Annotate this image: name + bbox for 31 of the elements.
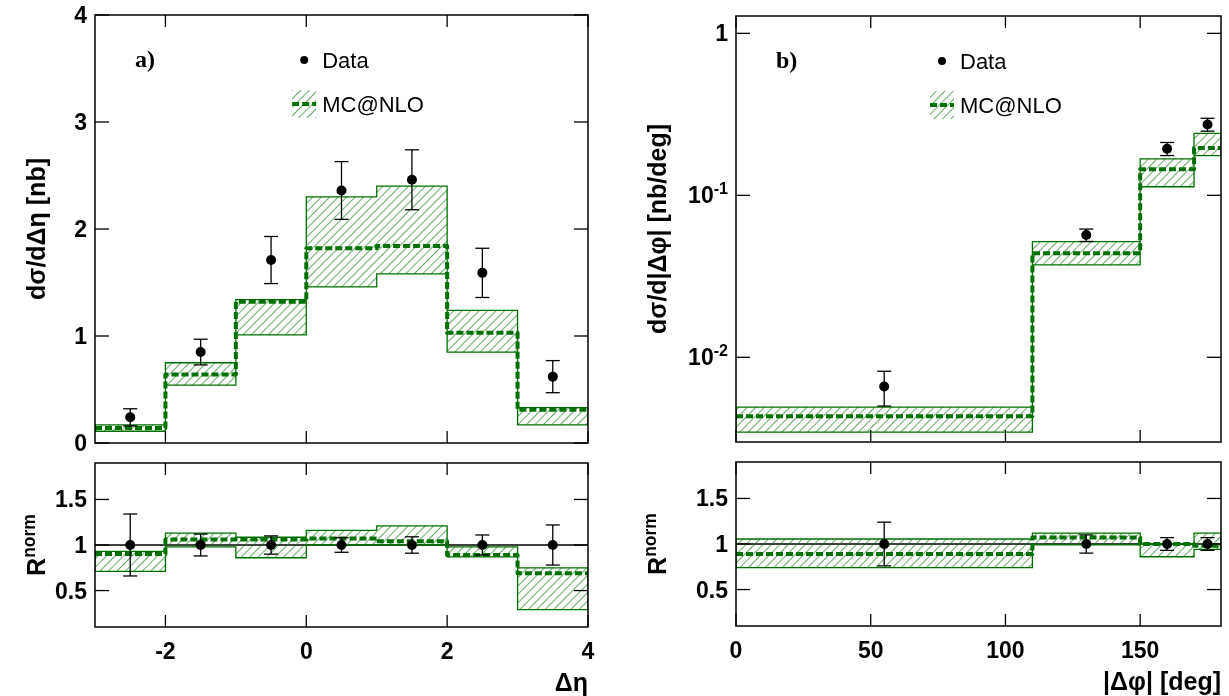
y-tick-label: 1 — [74, 323, 88, 349]
legend-label: MC@NLO — [322, 92, 424, 117]
x-tick-label: 100 — [986, 637, 1025, 663]
y-tick-label: 1 — [715, 531, 729, 557]
y-tick-label: 4 — [74, 2, 88, 28]
x-tick-label: 2 — [440, 638, 454, 664]
legend-label: MC@NLO — [960, 93, 1062, 118]
y-axis-title: dσ/d|Δφ| [nb/deg] — [643, 124, 671, 334]
x-tick-label: 4 — [581, 638, 595, 664]
y-axis-title: dσ/dΔη [nb] — [22, 158, 50, 300]
y-tick-label: 1 — [74, 532, 88, 558]
x-tick-label: -2 — [155, 638, 176, 664]
annotation: a) — [135, 46, 155, 72]
y-tick-label: 0 — [74, 430, 87, 456]
x-tick-label: 0 — [299, 638, 313, 664]
y-tick-label: 0.5 — [55, 577, 88, 604]
y-tick-label: 0.5 — [696, 576, 729, 603]
legend-label: Data — [960, 49, 1008, 74]
y-tick-label: 1 — [715, 20, 729, 47]
annotation: b) — [776, 47, 798, 73]
y-tick-label: 1.5 — [55, 486, 88, 513]
y-tick-label: 3 — [74, 109, 87, 135]
y-tick-label: 10$^{-1}$ — [688, 179, 729, 209]
y-tick-label: 1.5 — [696, 485, 729, 512]
x-axis-title: Δη — [554, 668, 588, 696]
x-tick-label: 150 — [1120, 637, 1160, 663]
x-axis-title: |Δφ| [deg] — [1103, 667, 1221, 695]
y-tick-label: 2 — [74, 216, 87, 242]
y-tick-label: 10$^{-2}$ — [688, 341, 729, 371]
legend-label: Data — [322, 48, 370, 73]
x-tick-label: 50 — [857, 637, 884, 663]
